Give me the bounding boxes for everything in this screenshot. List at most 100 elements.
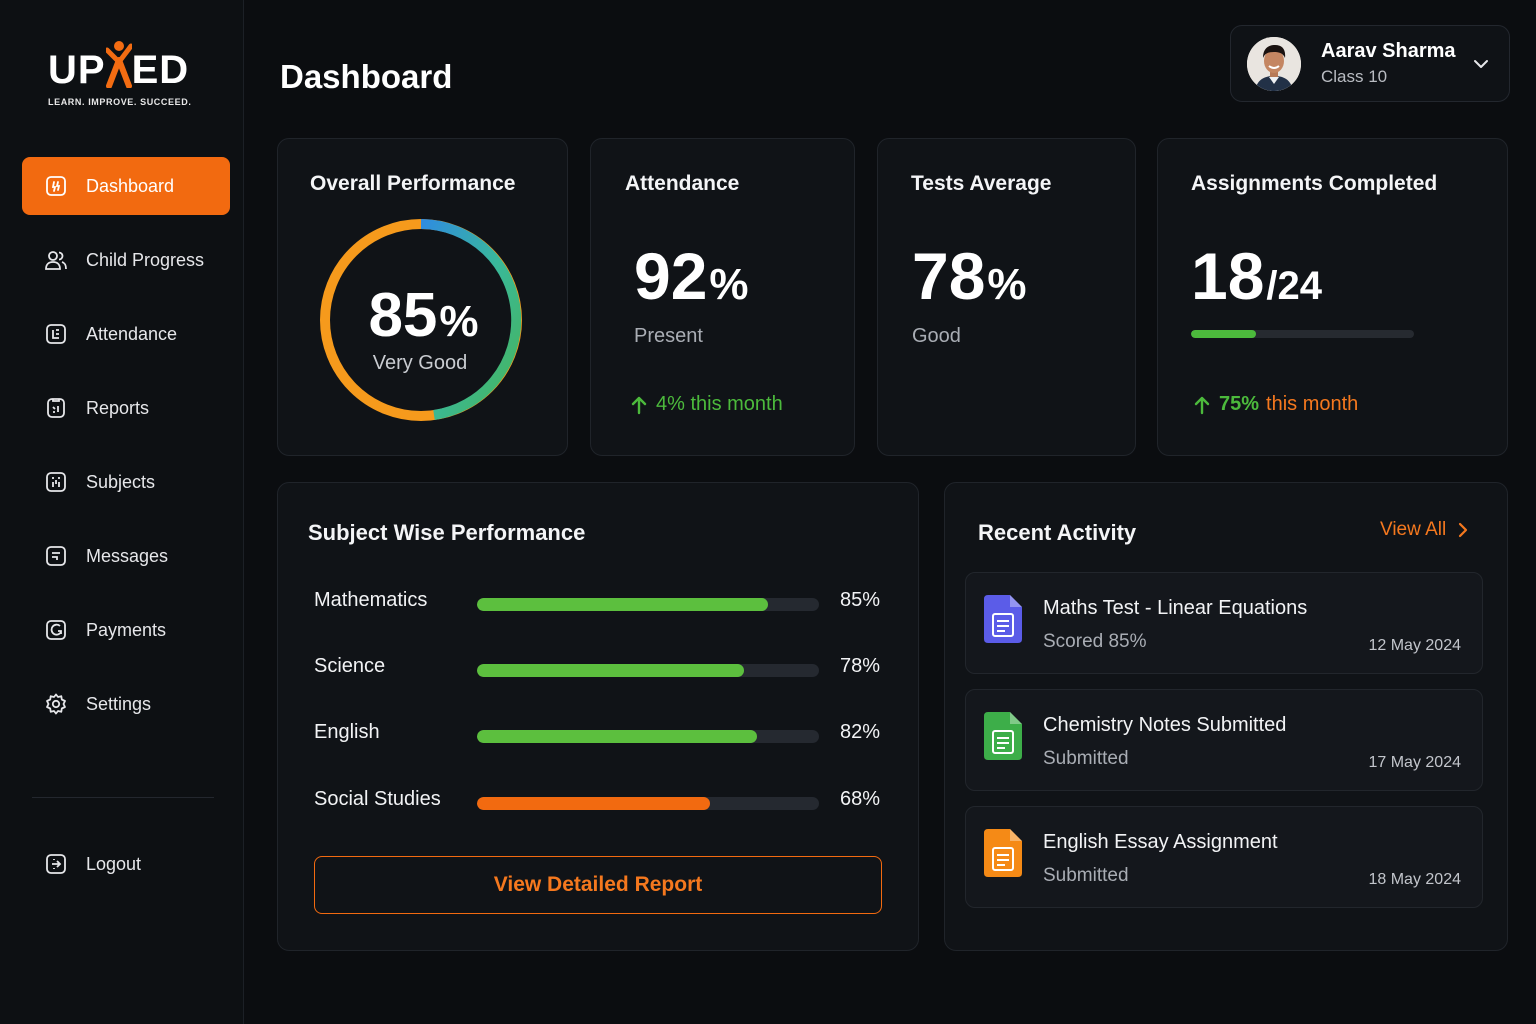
attendance-trend: 4% this month [630,393,783,416]
subject-bar-track [477,730,819,743]
activity-item[interactable]: Maths Test - Linear Equations Scored 85%… [965,572,1483,674]
assignments-number: 18 [1191,239,1265,313]
sidebar-item-attendance[interactable]: Attendance [22,305,230,363]
brand-logo[interactable]: UP ED LEARN. IMPROVE. SUCCEED. [48,30,198,110]
activity-date: 18 May 2024 [1368,871,1461,888]
attendance-label: Present [634,325,703,347]
attendance-number: 92 [634,239,708,313]
activity-item[interactable]: English Essay Assignment Submitted 18 Ma… [965,806,1483,908]
subject-bar-track [477,664,819,677]
logo-word-left: UP [48,48,106,92]
activity-title: English Essay Assignment [1043,831,1278,853]
performance-ring [320,219,522,421]
sidebar-item-label: Payments [86,619,167,640]
card-title: Assignments Completed [1191,172,1438,195]
subject-value: 82% [840,721,881,743]
sidebar-item-child-progress[interactable]: Child Progress [22,231,230,289]
activity-date: 12 May 2024 [1368,637,1461,654]
sidebar-item-label: Child Progress [86,249,205,270]
subject-row-english: English 82% [314,719,884,749]
assignments-total: /24 [1266,264,1323,308]
sidebar-item-payments[interactable]: Payments [22,601,230,659]
reports-icon [42,394,70,422]
users-icon [42,246,70,274]
subject-value: 85% [840,589,881,611]
tests-label: Good [912,325,961,347]
assignments-progress-fill [1191,330,1256,338]
sidebar-nav: Dashboard Child Progress Attendance Repo… [22,157,230,749]
attendance-card: Attendance 92% Present 4% this month [590,138,855,456]
assignments-value: 18/24 [1191,243,1322,309]
subject-bar-track [477,797,819,810]
sidebar-item-label: Dashboard [86,175,175,196]
document-icon [984,712,1022,760]
sidebar-item-dashboard[interactable]: Dashboard [22,157,230,215]
tests-average-card: Tests Average 78% Good [877,138,1136,456]
subject-row-science: Science 78% [314,653,884,683]
payments-icon [42,616,70,644]
subjects-icon [42,468,70,496]
profile-menu[interactable]: Aarav Sharma Class 10 [1230,25,1510,102]
card-title: Tests Average [911,172,1052,195]
activity-title: Chemistry Notes Submitted [1043,714,1287,736]
tests-unit: % [987,260,1027,309]
assignments-card: Assignments Completed 18/24 75% this mon… [1157,138,1508,456]
subject-row-mathematics: Mathematics 85% [314,587,884,617]
page-title: Dashboard [280,58,453,95]
view-all-link[interactable]: View All [1380,519,1470,541]
subject-value: 78% [840,655,881,677]
sidebar-item-label: Settings [86,693,152,714]
logo-figure-icon [105,41,132,90]
sidebar: UP ED LEARN. IMPROVE. SUCCEED. Dashboard [0,0,244,1024]
avatar [1247,36,1301,91]
subject-name: English [314,721,380,743]
assignments-trend: 75% this month [1193,393,1358,416]
tests-number: 78 [912,239,986,313]
overall-label: Very Good [372,352,468,374]
assignments-trend-value: 75% [1219,393,1260,415]
sidebar-item-settings[interactable]: Settings [22,675,230,733]
activity-subtitle: Submitted [1043,865,1129,886]
chevron-right-icon [1459,522,1468,538]
overall-performance-card: Overall Performance 85% Very Good [277,138,568,456]
sidebar-item-label: Attendance [86,323,178,344]
subject-performance-card: Subject Wise Performance Mathematics 85%… [277,482,919,951]
overall-value: 85% [278,285,569,347]
assignments-progress-track [1191,330,1414,338]
messages-icon [42,542,70,570]
tests-value: 78% [912,243,1027,309]
activity-item[interactable]: Chemistry Notes Submitted Submitted 17 M… [965,689,1483,791]
card-title: Recent Activity [978,520,1137,545]
sidebar-item-label: Messages [86,545,169,566]
attendance-trend-text: 4% this month [656,393,783,415]
logo-word-right: ED [131,48,190,92]
activity-date: 17 May 2024 [1368,754,1461,771]
sidebar-item-label: Reports [86,397,150,418]
document-icon [984,595,1022,643]
attendance-value: 92% [634,243,749,309]
overall-number: 85 [368,281,438,350]
subject-bar-track [477,598,819,611]
dashboard-icon [42,172,70,200]
profile-class: Class 10 [1321,67,1388,86]
chevron-down-icon[interactable] [1471,54,1491,74]
card-title: Overall Performance [310,172,516,195]
overall-unit: % [439,297,479,346]
activity-title: Maths Test - Linear Equations [1043,597,1308,619]
subject-value: 68% [840,788,881,810]
subject-bar-fill [477,797,710,810]
logo-wordmark: UP ED [48,41,198,92]
sidebar-item-messages[interactable]: Messages [22,527,230,585]
recent-activity-card: Recent Activity View All Maths Test - Li… [944,482,1508,951]
view-detailed-report-button[interactable]: View Detailed Report [314,856,882,914]
document-icon [984,829,1022,877]
activity-subtitle: Submitted [1043,748,1129,769]
arrow-up-icon [1194,396,1210,414]
logout-button[interactable]: Logout [22,835,230,893]
attendance-unit: % [709,260,749,309]
sidebar-item-subjects[interactable]: Subjects [22,453,230,511]
sidebar-item-label: Subjects [86,471,156,492]
sidebar-item-reports[interactable]: Reports [22,379,230,437]
card-title: Subject Wise Performance [308,520,586,545]
arrow-up-icon [631,396,647,414]
